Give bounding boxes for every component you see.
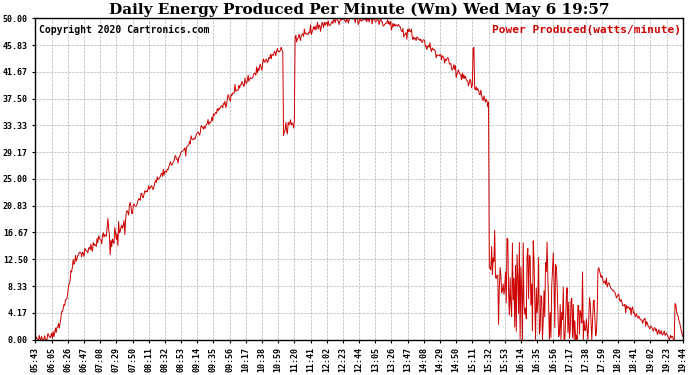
Text: Power Produced(watts/minute): Power Produced(watts/minute): [493, 25, 682, 35]
Text: Copyright 2020 Cartronics.com: Copyright 2020 Cartronics.com: [39, 25, 209, 35]
Title: Daily Energy Produced Per Minute (Wm) Wed May 6 19:57: Daily Energy Produced Per Minute (Wm) We…: [109, 3, 609, 17]
